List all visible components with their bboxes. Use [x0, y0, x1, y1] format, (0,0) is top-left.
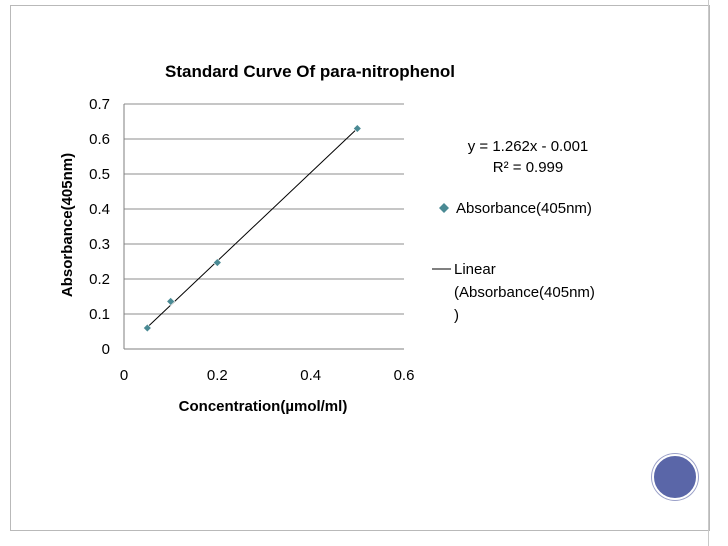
data-point — [142, 323, 152, 333]
gridlines — [124, 103, 404, 315]
decorative-circle — [652, 454, 698, 500]
axes — [123, 104, 404, 350]
trendline-layer — [146, 128, 358, 328]
data-point — [212, 258, 222, 267]
slide-frame — [10, 5, 710, 531]
r-squared-label: R² = 0.999 — [493, 159, 563, 176]
legend-trendline-label-line3: ) — [454, 307, 459, 324]
x-tick-labels: 0 0.2 0.4 0.6 — [120, 367, 415, 384]
y-axis-title: Absorbance(405nm) — [59, 153, 76, 297]
x-axis-title: Concentration(µmol/ml) — [179, 398, 348, 415]
x-tick-label: 0 — [120, 367, 128, 384]
y-tick-label: 0.5 — [89, 166, 110, 183]
y-tick-label: 0.3 — [89, 236, 110, 253]
legend-trendline-label-line1: Linear — [454, 261, 496, 278]
legend: Absorbance(405nm) Linear (Absorbance(405… — [432, 200, 595, 324]
equation-label: y = 1.262x - 0.001 — [468, 138, 589, 155]
y-tick-label: 0 — [102, 341, 110, 358]
legend-trendline-label-line2: (Absorbance(405nm) — [454, 284, 595, 301]
legend-marker-icon — [439, 203, 449, 213]
x-tick-label: 0.2 — [207, 367, 228, 384]
y-tick-label: 0.7 — [89, 96, 110, 113]
slide-edge-line — [708, 0, 709, 546]
data-point — [352, 124, 362, 133]
legend-series-label: Absorbance(405nm) — [456, 200, 592, 217]
x-tick-label: 0.4 — [300, 367, 321, 384]
trendline — [146, 128, 358, 328]
y-tick-label: 0.6 — [89, 131, 110, 148]
x-tick-label: 0.6 — [394, 367, 415, 384]
y-tick-labels: 0 0.1 0.2 0.3 0.4 0.5 0.6 0.7 — [89, 96, 110, 358]
data-point — [166, 296, 176, 306]
chart-title: Standard Curve Of para-nitrophenol — [165, 62, 455, 81]
y-tick-label: 0.4 — [89, 201, 110, 218]
data-points — [142, 124, 362, 333]
y-tick-label: 0.2 — [89, 271, 110, 288]
y-tick-label: 0.1 — [89, 306, 110, 323]
